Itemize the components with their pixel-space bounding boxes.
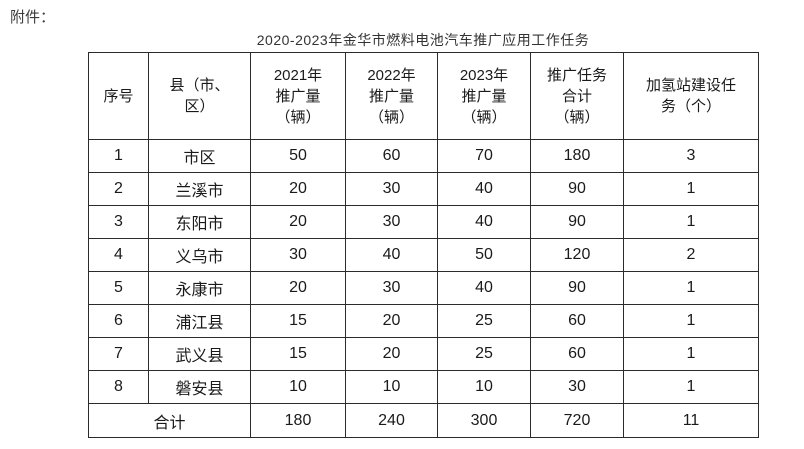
row-index-cell: 5 — [88, 271, 149, 305]
county-name-cell: 武义县 — [148, 337, 251, 371]
row-index-cell: 6 — [88, 304, 149, 338]
value-cell: 2 — [623, 238, 759, 272]
value-cell: 1 — [623, 304, 759, 338]
table-title: 2020-2023年金华市燃料电池汽车推广应用工作任务 — [256, 32, 590, 48]
total-value-cell: 720 — [530, 403, 624, 438]
value-cell: 40 — [437, 172, 531, 206]
attachment-label: 附件： — [10, 9, 56, 26]
value-cell: 10 — [345, 370, 438, 404]
value-cell: 10 — [250, 370, 346, 404]
value-cell: 3 — [623, 139, 759, 173]
value-cell: 1 — [623, 205, 759, 239]
header-row: 序号 县（市、 区） 2021年 推广量 （辆） 2022年 推广量 （辆） 2… — [88, 52, 759, 140]
table-row: 7 武义县 15 20 25 60 1 — [88, 337, 759, 371]
county-name-cell: 永康市 — [148, 271, 251, 305]
table-row: 3 东阳市 20 30 40 90 1 — [88, 205, 759, 239]
total-label-cell: 合计 — [88, 403, 251, 438]
county-name-cell: 浦江县 — [148, 304, 251, 338]
header-county: 县（市、 区） — [148, 52, 251, 140]
value-cell: 15 — [250, 304, 346, 338]
value-cell: 60 — [530, 337, 624, 371]
total-value-cell: 240 — [345, 403, 438, 438]
table-row: 2 兰溪市 20 30 40 90 1 — [88, 172, 759, 206]
value-cell: 1 — [623, 337, 759, 371]
value-cell: 180 — [530, 139, 624, 173]
value-cell: 30 — [530, 370, 624, 404]
value-cell: 20 — [250, 172, 346, 206]
value-cell: 30 — [345, 172, 438, 206]
county-name-cell: 义乌市 — [148, 238, 251, 272]
value-cell: 1 — [623, 271, 759, 305]
total-value-cell: 300 — [437, 403, 531, 438]
value-cell: 50 — [437, 238, 531, 272]
value-cell: 20 — [250, 205, 346, 239]
value-cell: 40 — [437, 205, 531, 239]
table-row: 5 永康市 20 30 40 90 1 — [88, 271, 759, 305]
value-cell: 20 — [345, 337, 438, 371]
table-body: 1 市区 50 60 70 180 3 2 兰溪市 20 30 40 90 1 3 东阳市 20 30 40 90 1 4… — [88, 139, 759, 438]
row-index-cell: 3 — [88, 205, 149, 239]
value-cell: 30 — [345, 205, 438, 239]
value-cell: 90 — [530, 172, 624, 206]
header-2022-volume: 2022年 推广量 （辆） — [345, 52, 438, 140]
county-name-cell: 磐安县 — [148, 370, 251, 404]
county-name-cell: 东阳市 — [148, 205, 251, 239]
row-index-cell: 7 — [88, 337, 149, 371]
value-cell: 30 — [250, 238, 346, 272]
value-cell: 1 — [623, 370, 759, 404]
value-cell: 60 — [345, 139, 438, 173]
value-cell: 90 — [530, 271, 624, 305]
row-index-cell: 8 — [88, 370, 149, 404]
value-cell: 40 — [437, 271, 531, 305]
value-cell: 50 — [250, 139, 346, 173]
promotion-task-table: 序号 县（市、 区） 2021年 推广量 （辆） 2022年 推广量 （辆） 2… — [88, 52, 759, 438]
header-index: 序号 — [88, 52, 149, 140]
county-name-cell: 兰溪市 — [148, 172, 251, 206]
value-cell: 120 — [530, 238, 624, 272]
value-cell: 25 — [437, 304, 531, 338]
total-row: 合计 180 240 300 720 11 — [88, 403, 759, 438]
total-value-cell: 180 — [250, 403, 346, 438]
table-row: 6 浦江县 15 20 25 60 1 — [88, 304, 759, 338]
value-cell: 90 — [530, 205, 624, 239]
row-index-cell: 2 — [88, 172, 149, 206]
header-hydrogen-stations: 加氢站建设任 务（个） — [623, 52, 759, 140]
value-cell: 20 — [250, 271, 346, 305]
table-row: 4 义乌市 30 40 50 120 2 — [88, 238, 759, 272]
value-cell: 60 — [530, 304, 624, 338]
row-index-cell: 4 — [88, 238, 149, 272]
value-cell: 25 — [437, 337, 531, 371]
header-task-total: 推广任务 合计 （辆） — [530, 52, 624, 140]
value-cell: 70 — [437, 139, 531, 173]
header-2021-volume: 2021年 推广量 （辆） — [250, 52, 346, 140]
value-cell: 1 — [623, 172, 759, 206]
table-row: 8 磐安县 10 10 10 30 1 — [88, 370, 759, 404]
value-cell: 10 — [437, 370, 531, 404]
value-cell: 20 — [345, 304, 438, 338]
row-index-cell: 1 — [88, 139, 149, 173]
county-name-cell: 市区 — [148, 139, 251, 173]
value-cell: 30 — [345, 271, 438, 305]
total-value-cell: 11 — [623, 403, 759, 438]
header-2023-volume: 2023年 推广量 （辆） — [437, 52, 531, 140]
table-row: 1 市区 50 60 70 180 3 — [88, 139, 759, 173]
value-cell: 40 — [345, 238, 438, 272]
value-cell: 15 — [250, 337, 346, 371]
